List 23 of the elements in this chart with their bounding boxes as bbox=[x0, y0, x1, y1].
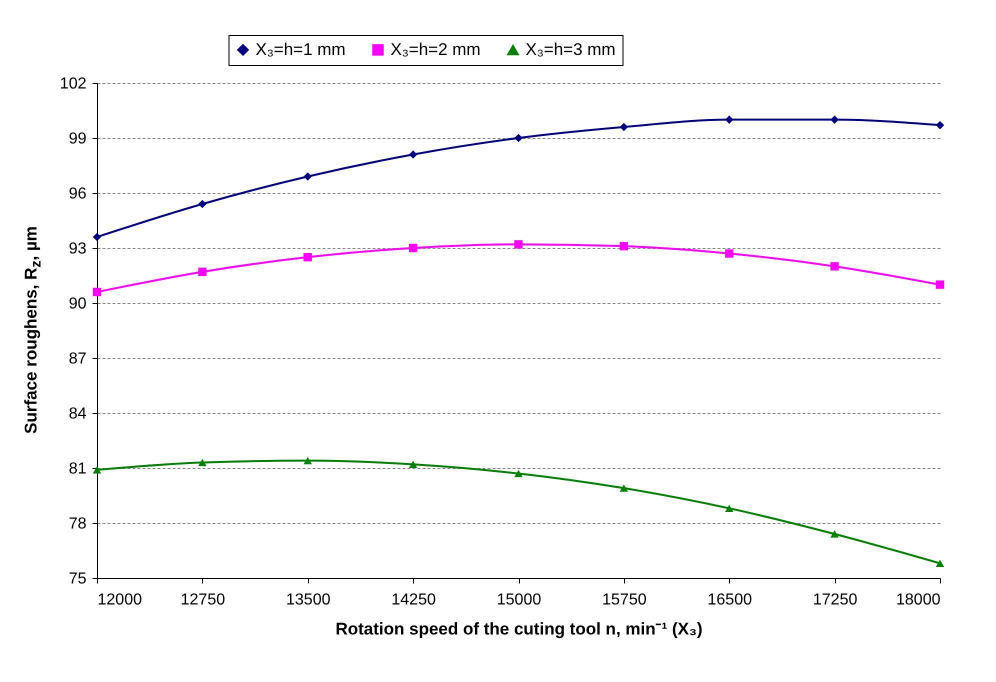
x-tick-label: 18000 bbox=[896, 592, 941, 608]
x-tick-label: 12750 bbox=[180, 592, 226, 608]
x-tick-label: 12000 bbox=[98, 592, 142, 608]
x-tick-label: 14250 bbox=[391, 592, 436, 608]
legend-label: X₃=h=2 mm bbox=[390, 40, 481, 59]
y-tick-label: 87 bbox=[68, 350, 87, 368]
x-tick-label: 16500 bbox=[708, 592, 752, 608]
y-tick-label: 84 bbox=[68, 406, 87, 422]
y-tick-label: 75 bbox=[68, 570, 87, 588]
x-tick-label: 17250 bbox=[812, 592, 858, 608]
x-tick-label: 15750 bbox=[602, 592, 647, 608]
x-tick-label: 13500 bbox=[286, 592, 331, 608]
x-axis-title: Rotation speed of the cuting tool n, min⁻¹ (X₃) bbox=[335, 620, 703, 638]
legend-label: X₃=h=3 mm bbox=[526, 40, 616, 60]
y-tick-label: 96 bbox=[68, 186, 87, 202]
legend-label: X₃=h=1 mm bbox=[256, 40, 346, 59]
y-tick-label: 78 bbox=[68, 516, 87, 532]
y-tick-label: 99 bbox=[68, 130, 87, 148]
y-tick-label: 102 bbox=[60, 76, 87, 92]
y-tick-label: 81 bbox=[68, 460, 87, 478]
y-tick-label: 93 bbox=[68, 240, 87, 258]
x-tick-label: 15000 bbox=[496, 592, 542, 608]
y-tick-label: 90 bbox=[68, 296, 87, 312]
